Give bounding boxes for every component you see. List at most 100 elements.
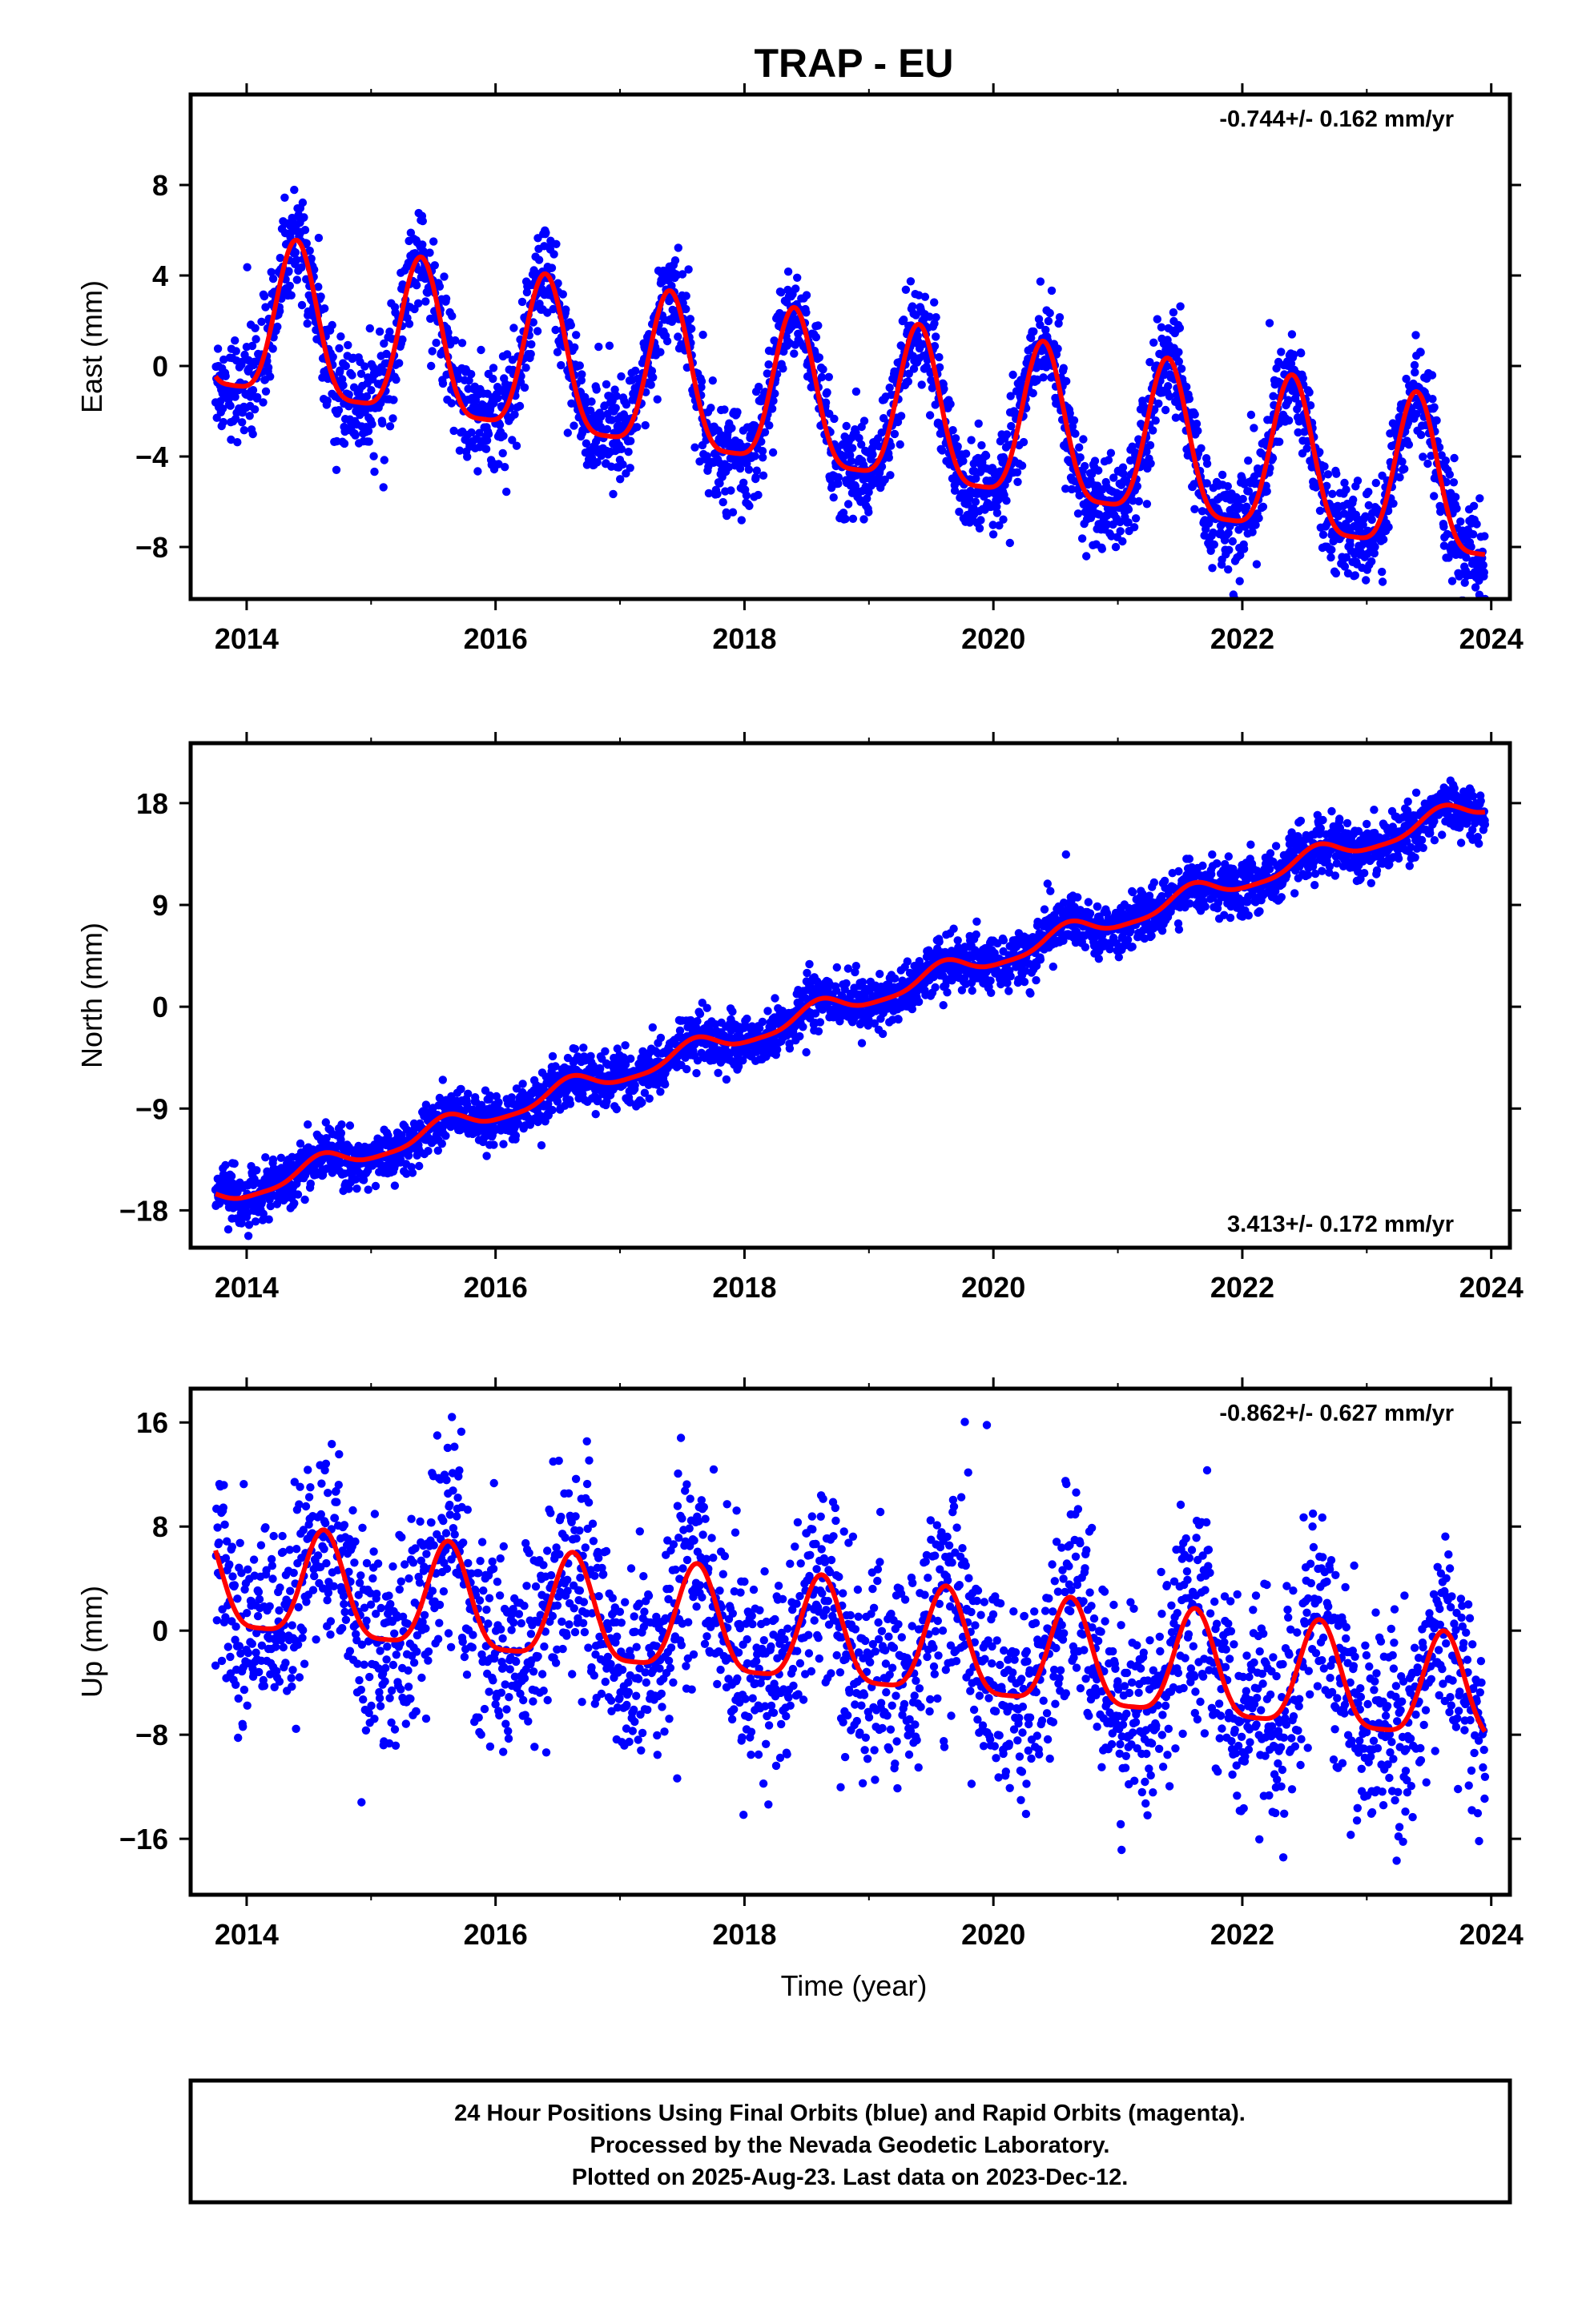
east-point xyxy=(851,387,861,396)
east-point xyxy=(1340,478,1349,488)
east-point xyxy=(908,302,917,311)
east-point xyxy=(290,185,299,195)
east-point xyxy=(562,305,570,314)
east-point xyxy=(1073,509,1083,518)
east-point xyxy=(1036,320,1045,329)
north-point xyxy=(344,1184,353,1193)
north-point xyxy=(771,994,779,1003)
east-point xyxy=(617,372,626,381)
east-point xyxy=(495,420,505,429)
east-point xyxy=(314,283,323,292)
east-point xyxy=(533,327,542,336)
east-point xyxy=(489,374,497,384)
east-point xyxy=(1235,577,1244,585)
east-point xyxy=(946,400,955,408)
east-point xyxy=(1306,401,1315,410)
east-point xyxy=(704,489,714,498)
east-point xyxy=(1460,578,1469,587)
east-point xyxy=(1133,482,1142,491)
east-point xyxy=(438,379,448,388)
east-point xyxy=(547,263,557,272)
north-point xyxy=(939,1001,948,1010)
east-point xyxy=(575,361,584,370)
east-point xyxy=(360,362,369,371)
east-point xyxy=(1287,330,1297,339)
east-point xyxy=(348,371,356,380)
north-point xyxy=(695,1009,705,1019)
east-point xyxy=(1395,472,1404,482)
east-point xyxy=(1323,470,1333,479)
north-point xyxy=(621,1041,630,1050)
east-point xyxy=(1362,576,1371,585)
east-point xyxy=(950,486,960,495)
east-point xyxy=(227,435,235,444)
east-point xyxy=(739,478,748,487)
east-point xyxy=(1275,437,1284,446)
east-point xyxy=(1322,481,1331,490)
east-point xyxy=(593,458,602,467)
east-point xyxy=(328,352,337,361)
north-point xyxy=(832,963,842,972)
east-y-tick-label: 8 xyxy=(152,169,168,202)
east-point xyxy=(1410,360,1419,370)
east-point xyxy=(842,421,851,431)
east-point xyxy=(1451,493,1460,501)
east-point xyxy=(1411,331,1420,340)
east-point xyxy=(1443,529,1452,539)
east-point xyxy=(646,380,655,389)
east-point xyxy=(297,300,307,310)
east-point xyxy=(558,290,567,299)
east-point xyxy=(251,324,260,332)
east-point xyxy=(1134,497,1144,506)
north-point xyxy=(601,1047,610,1056)
east-point xyxy=(1162,362,1171,371)
east-point xyxy=(298,198,308,207)
east-point xyxy=(1469,501,1479,510)
east-point xyxy=(1456,517,1465,526)
east-point xyxy=(1044,316,1053,326)
east-point xyxy=(253,392,262,402)
east-point xyxy=(287,291,296,300)
east-point xyxy=(1346,541,1355,549)
east-point xyxy=(268,274,278,283)
east-point xyxy=(1210,540,1219,549)
east-point xyxy=(1145,358,1154,367)
east-point xyxy=(392,375,401,384)
east-point xyxy=(484,429,493,439)
north-point xyxy=(851,962,861,971)
east-fit-line xyxy=(213,237,1486,557)
east-point xyxy=(248,429,257,439)
east-point xyxy=(857,440,866,449)
east-point xyxy=(1218,470,1227,480)
east-point xyxy=(901,285,911,294)
north-point xyxy=(499,1140,508,1148)
east-point xyxy=(1125,456,1135,465)
east-point xyxy=(1017,461,1027,470)
east-point xyxy=(1075,443,1084,452)
east-point xyxy=(602,424,612,434)
north-point xyxy=(799,1023,807,1031)
east-point xyxy=(1277,348,1286,356)
east-point xyxy=(435,282,445,291)
east-point xyxy=(1449,478,1459,487)
east-point xyxy=(1472,520,1481,529)
north-point xyxy=(336,1128,346,1138)
east-point xyxy=(375,327,384,336)
east-point xyxy=(369,452,378,460)
east-point xyxy=(1202,459,1212,468)
east-point xyxy=(226,401,235,410)
east-point xyxy=(1224,529,1233,537)
east-point xyxy=(653,395,662,404)
east-point xyxy=(1239,545,1249,553)
east-point xyxy=(720,405,729,414)
east-point xyxy=(1225,545,1234,554)
east-point xyxy=(859,416,869,425)
east-point xyxy=(557,360,566,370)
east-point xyxy=(641,420,650,430)
east-point xyxy=(757,437,766,446)
east-point xyxy=(250,405,260,414)
east-point xyxy=(1097,545,1107,553)
east-rate-label: -0.744+/- 0.162 mm/yr xyxy=(1219,107,1454,132)
east-point xyxy=(733,408,742,416)
east-point xyxy=(890,429,900,439)
